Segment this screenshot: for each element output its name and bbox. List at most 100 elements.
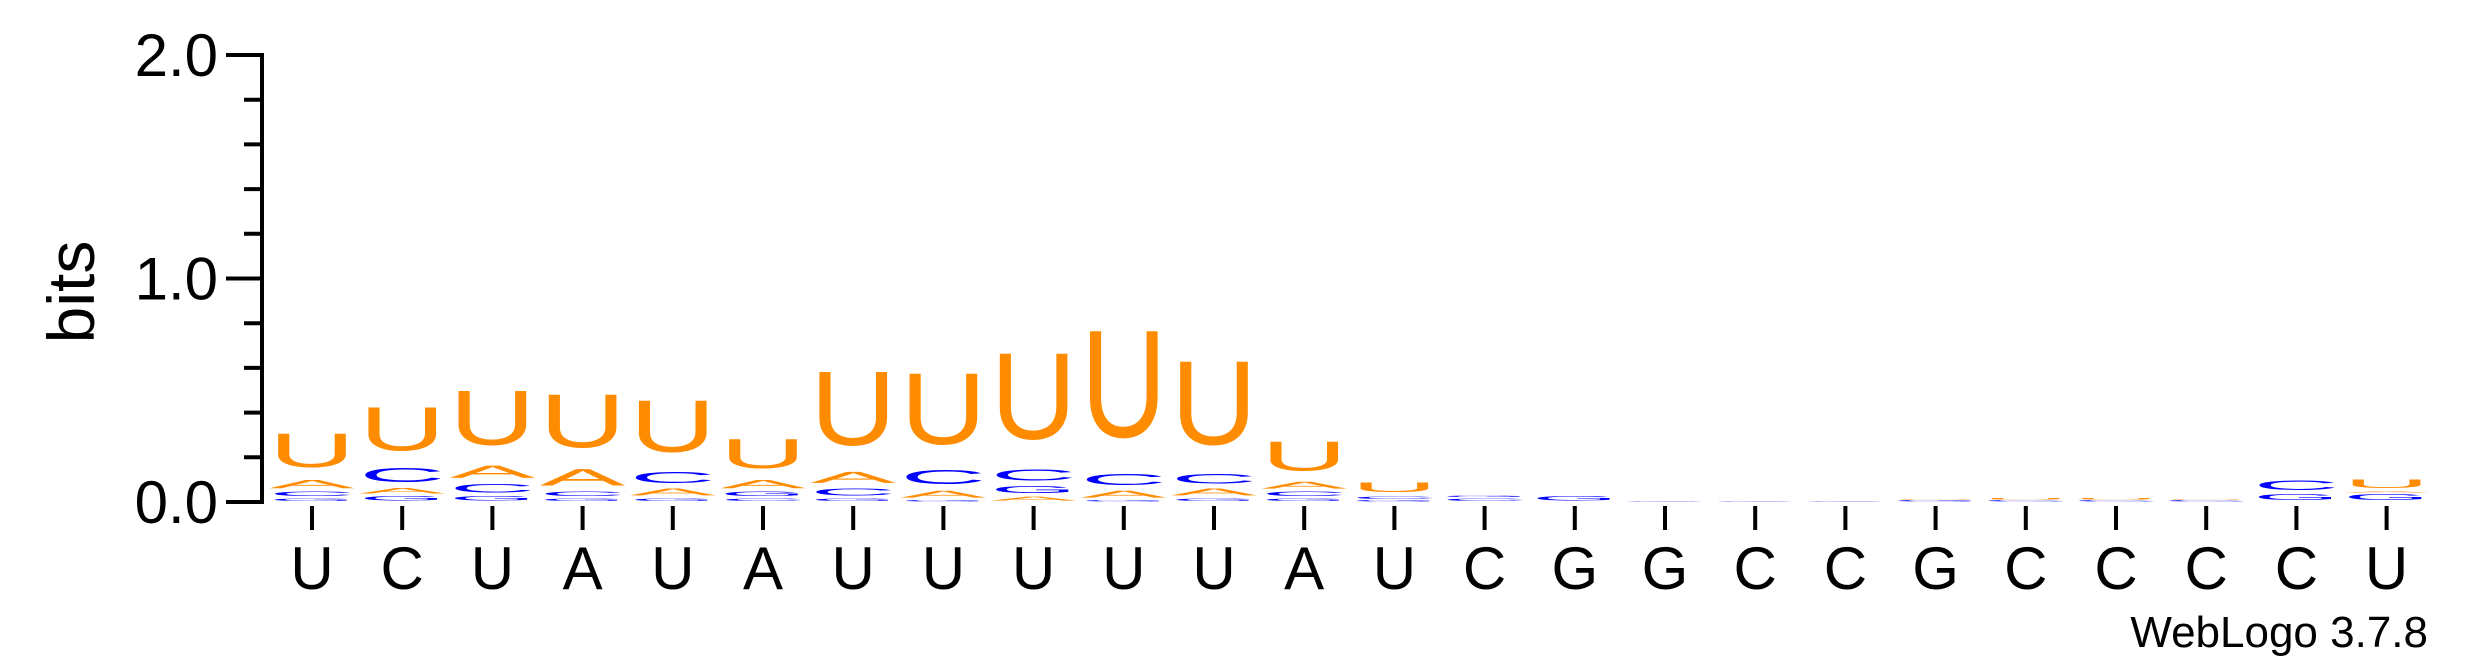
y-tick-label: 1.0: [135, 246, 218, 313]
logo-letter-C: C: [1171, 471, 1257, 487]
x-tick-label: C: [1463, 535, 1506, 602]
logo-letter-C: C: [900, 466, 986, 488]
logo-letter-U: U: [2163, 499, 2249, 500]
logo-letter-U: U: [449, 375, 535, 462]
logo-letter-C: C: [810, 486, 896, 497]
logo-letter-U: U: [2073, 498, 2159, 500]
logo-letter-A: A: [901, 489, 987, 500]
x-tick-label: U: [1012, 535, 1055, 602]
x-tick-label: C: [381, 535, 424, 602]
logo-letter-C: C: [991, 466, 1077, 484]
logo-letter-G: G: [1261, 497, 1347, 501]
logo-letter-A: A: [1261, 480, 1347, 491]
logo-letter-A: A: [1081, 489, 1167, 500]
x-tick-label: C: [2094, 535, 2137, 602]
logo-letter-A: A: [630, 486, 716, 497]
logo-letter-C: C: [1802, 501, 1888, 502]
logo-letter-U: U: [1351, 480, 1437, 496]
x-tick-label: U: [1373, 535, 1416, 602]
logo-stack: G: [1532, 495, 1618, 502]
logo-stack: C: [1802, 501, 1888, 502]
logo-stack: CU: [1983, 498, 2069, 502]
logo-letter-G: G: [630, 497, 716, 501]
logo-letter-G: G: [1532, 495, 1618, 502]
logo-letter-G: G: [810, 497, 896, 501]
logo-letter-U: U: [1171, 337, 1257, 470]
x-tick-label: U: [922, 535, 965, 602]
logo-letter-A: A: [1171, 486, 1257, 497]
logo-letter-C: C: [2163, 500, 2249, 502]
x-tick-label: G: [1912, 535, 1959, 602]
logo-letter-C: C: [1712, 501, 1798, 502]
x-tick-label: U: [471, 535, 514, 602]
logo-letter-G: G: [991, 484, 1077, 495]
logo-letter-U: U: [1081, 299, 1167, 470]
logo-letter-U: U: [991, 327, 1077, 466]
x-tick-label: U: [651, 535, 694, 602]
logo-letter-C: C: [720, 498, 806, 502]
logo-letter-G: G: [720, 491, 806, 498]
x-tick-label: U: [832, 535, 875, 602]
x-tick-label: U: [1192, 535, 1235, 602]
y-tick-label: 0.0: [135, 469, 218, 536]
logo-letter-C: C: [449, 482, 535, 495]
logo-letter-U: U: [1983, 498, 2069, 500]
logo-letter-C: C: [540, 491, 626, 498]
logo-letter-C: C: [269, 491, 355, 498]
logo-letter-A: A: [359, 486, 445, 495]
logo-letter-C: C: [1261, 491, 1347, 498]
logo-letter-U: U: [630, 385, 716, 468]
logo-letter-G: G: [1622, 501, 1708, 502]
x-tick-label: A: [743, 535, 783, 602]
logo-letter-A: A: [810, 469, 896, 487]
x-tick-label: C: [2275, 535, 2318, 602]
logo-letter-U: U: [2344, 477, 2430, 490]
x-tick-label: U: [290, 535, 333, 602]
logo-letter-G: G: [1081, 500, 1167, 502]
logo-letter-C: C: [2073, 500, 2159, 502]
logo-letter-A: A: [991, 495, 1077, 502]
logo-stack: CU: [2163, 499, 2249, 502]
logo-letter-A: A: [720, 477, 806, 490]
logo-letter-C: C: [1983, 500, 2069, 502]
x-tick-label: C: [1824, 535, 1867, 602]
logo-letter-G: G: [359, 495, 445, 502]
x-tick-label: A: [563, 535, 603, 602]
logo-letter-C: C: [630, 469, 716, 487]
x-tick-label: C: [1734, 535, 1777, 602]
y-axis-label: bits: [34, 241, 108, 344]
logo-letter-A: A: [540, 464, 626, 491]
logo-letter-G: G: [1442, 495, 1528, 497]
weblogo-version-label: WebLogo 3.7.8: [2130, 608, 2428, 657]
logo-letter-C: C: [1351, 495, 1437, 499]
logo-letter-A: A: [269, 477, 355, 490]
logo-letter-U: U: [720, 430, 806, 477]
logo-letter-G: G: [1893, 500, 1979, 502]
logo-letter-U: U: [810, 349, 896, 467]
logo-letter-G: G: [2344, 493, 2430, 502]
logo-letter-U: U: [900, 353, 986, 466]
logo-stack: CG: [1442, 495, 1528, 502]
logo-letter-G: G: [449, 495, 535, 502]
logo-letter-C: C: [2253, 477, 2339, 493]
logo-letter-G: G: [1351, 500, 1437, 502]
logo-letter-C: C: [1442, 498, 1528, 502]
logo-letter-C: C: [359, 464, 445, 486]
y-axis: 0.0 1.0 2.0: [135, 22, 264, 536]
logo-stack: C: [1712, 501, 1798, 502]
logo-letter-G: G: [1171, 497, 1257, 501]
x-tick-label: U: [2365, 535, 2408, 602]
x-tick-label: A: [1284, 535, 1324, 602]
logo-letter-G: G: [2253, 493, 2339, 502]
